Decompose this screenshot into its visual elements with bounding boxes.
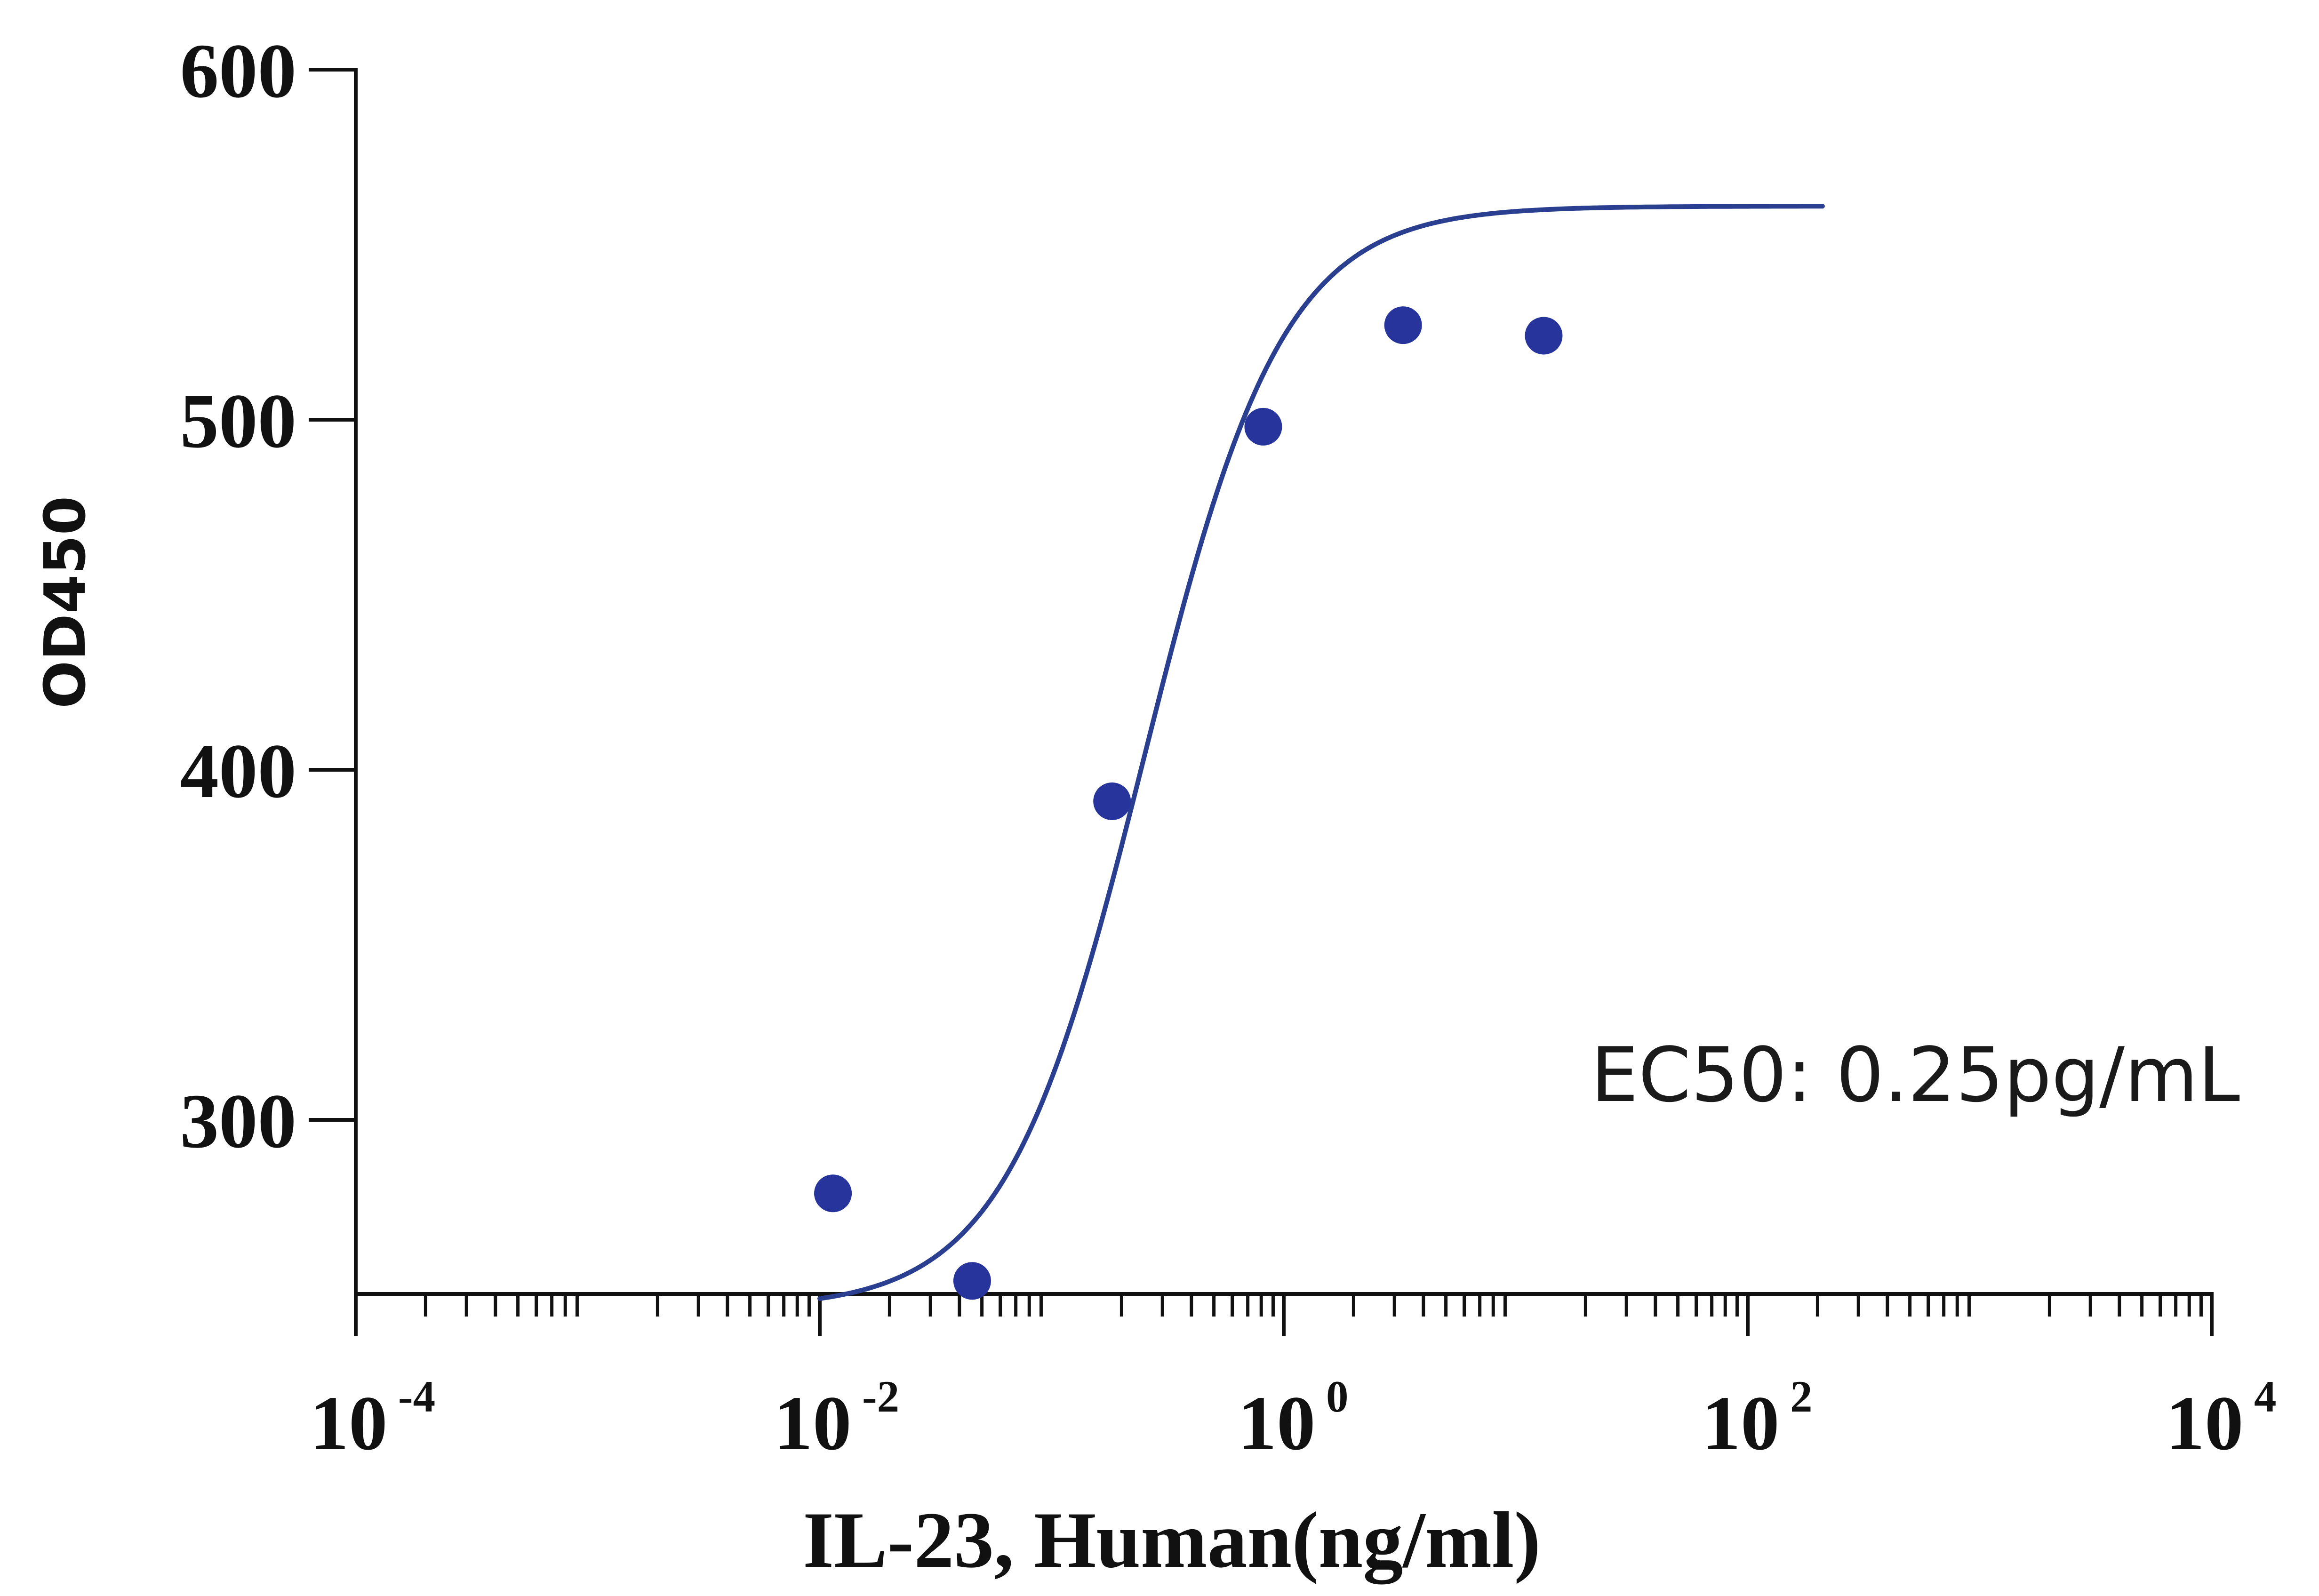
data-point — [1093, 782, 1131, 820]
svg-text:10: 10 — [1702, 1380, 1780, 1466]
svg-text:10: 10 — [774, 1380, 852, 1466]
x-tick-label: 10 2 — [1702, 1372, 1813, 1466]
x-tick-label: 10 -4 — [310, 1372, 436, 1466]
x-tick-label: 10 4 — [2166, 1372, 2277, 1466]
x-tick-label: 10 -2 — [774, 1372, 900, 1466]
x-tick-labels: 10 -4 10 -2 10 0 10 2 10 4 — [310, 1372, 2277, 1466]
x-minor-ticks — [424, 1294, 2203, 1317]
y-tick-label: 600 — [180, 28, 297, 114]
svg-text:10: 10 — [2166, 1380, 2244, 1466]
svg-text:-2: -2 — [862, 1372, 899, 1421]
y-tick-labels: 300 400 500 600 — [180, 28, 297, 1164]
x-tick-label: 10 0 — [1238, 1372, 1349, 1466]
y-tick-label: 500 — [180, 378, 297, 464]
svg-text:10: 10 — [1238, 1380, 1316, 1466]
data-point — [814, 1174, 852, 1213]
svg-text:4: 4 — [2254, 1372, 2277, 1421]
svg-text:0: 0 — [1326, 1372, 1349, 1421]
ec50-annotation: EC50: 0.25pg/mL — [1591, 1031, 2240, 1119]
svg-text:10: 10 — [310, 1380, 388, 1466]
svg-text:2: 2 — [1790, 1372, 1813, 1421]
data-points — [814, 306, 1563, 1300]
x-axis-title: IL-23, Human(ng/ml) — [803, 1496, 1541, 1584]
svg-text:-4: -4 — [398, 1372, 435, 1421]
y-tick-label: 400 — [180, 728, 297, 814]
x-major-ticks — [354, 1294, 2214, 1336]
data-point — [1525, 317, 1563, 355]
data-point — [1244, 407, 1282, 446]
data-point — [953, 1262, 991, 1300]
fit-curve — [817, 204, 1825, 1301]
y-major-ticks — [309, 68, 356, 1122]
data-point — [1384, 306, 1422, 344]
y-axis-title: OD450 — [33, 496, 98, 709]
y-tick-label: 300 — [180, 1078, 297, 1164]
